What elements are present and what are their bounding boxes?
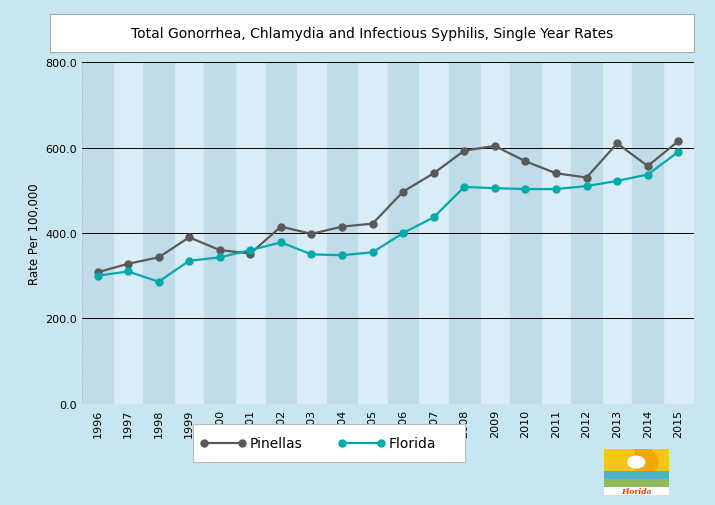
- Bar: [327, 63, 358, 404]
- Bar: [388, 63, 418, 404]
- Y-axis label: Rate Per 100,000: Rate Per 100,000: [29, 183, 41, 284]
- Bar: [571, 63, 602, 404]
- Text: Florida: Florida: [389, 436, 436, 450]
- Bar: [204, 63, 235, 404]
- Bar: [632, 63, 663, 404]
- Text: Total Gonorrhea, Chlamydia and Infectious Syphilis, Single Year Rates: Total Gonorrhea, Chlamydia and Infectiou…: [131, 27, 613, 41]
- Bar: [510, 63, 541, 404]
- Bar: [82, 63, 113, 404]
- Bar: [604, 471, 669, 480]
- Bar: [265, 63, 296, 404]
- Bar: [604, 479, 669, 487]
- Text: Pinellas: Pinellas: [250, 436, 303, 450]
- Bar: [604, 487, 669, 495]
- Bar: [449, 63, 480, 404]
- Circle shape: [628, 457, 645, 468]
- FancyBboxPatch shape: [604, 449, 669, 479]
- Text: Florida: Florida: [621, 487, 651, 495]
- Bar: [143, 63, 174, 404]
